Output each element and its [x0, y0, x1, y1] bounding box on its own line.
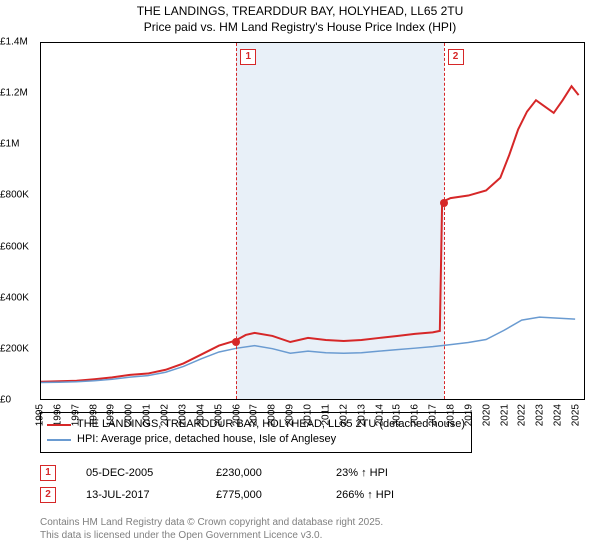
legend-swatch — [47, 439, 71, 441]
plot-area: 12 — [40, 42, 585, 400]
series-svg — [41, 43, 584, 399]
legend: THE LANDINGS, TREARDDUR BAY, HOLYHEAD, L… — [40, 412, 585, 453]
event-row-1: 1 05-DEC-2005 £230,000 23% ↑ HPI — [40, 462, 446, 484]
marker-box-2: 2 — [448, 49, 464, 65]
event-date: 13-JUL-2017 — [86, 489, 186, 501]
event-row-2: 2 13-JUL-2017 £775,000 266% ↑ HPI — [40, 484, 446, 506]
marker-dot-1 — [232, 338, 240, 346]
marker-line-2 — [444, 43, 445, 399]
marker-dot-2 — [440, 199, 448, 207]
events-table: 1 05-DEC-2005 £230,000 23% ↑ HPI 2 13-JUL-201… — [40, 462, 446, 506]
legend-swatch — [47, 424, 71, 426]
legend-label: HPI: Average price, detached house, Isle… — [77, 432, 336, 447]
event-pct: 266% ↑ HPI — [336, 489, 446, 501]
footer-line-1: Contains HM Land Registry data © Crown c… — [40, 516, 383, 529]
series-line-0 — [41, 86, 579, 381]
event-marker-2: 2 — [40, 487, 56, 503]
title-block: THE LANDINGS, TREARDDUR BAY, HOLYHEAD, L… — [0, 0, 600, 35]
legend-box: THE LANDINGS, TREARDDUR BAY, HOLYHEAD, L… — [40, 412, 472, 453]
event-price: £775,000 — [216, 489, 306, 501]
legend-row: HPI: Average price, detached house, Isle… — [47, 432, 465, 447]
chart-container: THE LANDINGS, TREARDDUR BAY, HOLYHEAD, L… — [0, 0, 600, 560]
event-marker-1: 1 — [40, 465, 56, 481]
y-tick-label: £0 — [0, 395, 36, 406]
y-tick-label: £1.2M — [0, 88, 36, 99]
event-date: 05-DEC-2005 — [86, 467, 186, 479]
event-pct: 23% ↑ HPI — [336, 467, 446, 479]
title-line-1: THE LANDINGS, TREARDDUR BAY, HOLYHEAD, L… — [0, 4, 600, 20]
legend-label: THE LANDINGS, TREARDDUR BAY, HOLYHEAD, L… — [77, 417, 465, 432]
footer: Contains HM Land Registry data © Crown c… — [40, 516, 383, 542]
legend-row: THE LANDINGS, TREARDDUR BAY, HOLYHEAD, L… — [47, 417, 465, 432]
y-tick-label: £600K — [0, 241, 36, 252]
y-tick-label: £1M — [0, 139, 36, 150]
y-tick-label: £400K — [0, 292, 36, 303]
series-line-1 — [41, 317, 575, 382]
y-tick-label: £200K — [0, 343, 36, 354]
title-line-2: Price paid vs. HM Land Registry's House … — [0, 20, 600, 36]
y-tick-label: £1.4M — [0, 37, 36, 48]
marker-box-1: 1 — [240, 49, 256, 65]
footer-line-2: This data is licensed under the Open Gov… — [40, 529, 383, 542]
event-price: £230,000 — [216, 467, 306, 479]
y-tick-label: £800K — [0, 190, 36, 201]
